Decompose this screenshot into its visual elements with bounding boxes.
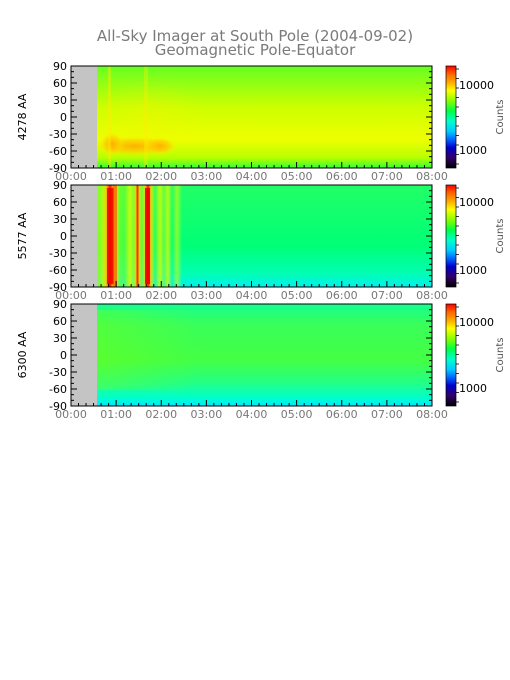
panel-6300-ylabel: 6300 AA <box>16 331 29 378</box>
panel-5577-right-ticks <box>426 184 432 288</box>
panel-6300-y-axis: 90 60 30 0 -30 -60 -90 <box>49 298 77 413</box>
colorbar-3-gradient <box>445 303 457 407</box>
y-tick-label: 0 <box>60 230 67 243</box>
x-tick-label: 02:00 <box>145 289 177 302</box>
colorbar-1-label: Counts <box>495 100 506 135</box>
panel-4278-x-axis: 00:00 01:00 02:00 03:00 04:00 05:00 06:00 07:00… <box>55 162 448 183</box>
x-tick-label: 04:00 <box>236 170 268 183</box>
panel-6300-right-ticks <box>426 303 432 407</box>
y-tick-label: 90 <box>53 60 67 73</box>
panel-4278-y-axis: 90 60 30 0 -30 -60 -90 <box>49 60 77 175</box>
y-tick-label: 30 <box>53 94 67 107</box>
panel-5577: 90 60 30 0 -30 -60 -90 00:00 01:00 02:00 03:00 04:… <box>16 179 448 302</box>
x-tick-label: 08:00 <box>416 408 448 421</box>
y-tick-label: 0 <box>60 349 67 362</box>
x-tick-label: 06:00 <box>326 408 358 421</box>
panel-5577-ylabel: 5577 AA <box>16 212 29 259</box>
colorbar-3-label: Counts <box>495 338 506 373</box>
x-tick-label: 05:00 <box>281 408 313 421</box>
colorbar-2-label: Counts <box>495 219 506 254</box>
x-tick-label: 02:00 <box>145 170 177 183</box>
y-tick-label: 90 <box>53 179 67 192</box>
panel-5577-x-axis: 00:00 01:00 02:00 03:00 04:00 05:00 06:00 07:00… <box>55 281 448 302</box>
panel-4278: 90 60 30 0 -30 -60 -90 00:00 01:00 02:00 03:00 04:… <box>16 60 448 183</box>
x-tick-label: 00:00 <box>55 170 87 183</box>
colorbar-3: 10000 1000 Counts <box>445 303 506 407</box>
y-tick-label: -90 <box>49 162 67 175</box>
colorbar-3-tick-10000: 10000 <box>459 316 494 329</box>
x-tick-label: 06:00 <box>326 289 358 302</box>
x-tick-label: 04:00 <box>236 408 268 421</box>
y-tick-label: -90 <box>49 400 67 413</box>
chart-subtitle: Geomagnetic Pole-Equator <box>155 41 356 59</box>
colorbar-2-tick-1000: 1000 <box>459 264 487 277</box>
y-tick-label: 60 <box>53 315 67 328</box>
colorbar-2: 10000 1000 Counts <box>445 184 506 288</box>
colorbar-3-tick-1000: 1000 <box>459 382 487 395</box>
x-tick-label: 04:00 <box>236 289 268 302</box>
colorbar-1-tick-1000: 1000 <box>459 144 487 157</box>
colorbar-1: 10000 1000 Counts <box>445 65 506 169</box>
y-tick-label: 90 <box>53 298 67 311</box>
y-tick-label: -30 <box>49 366 67 379</box>
x-tick-label: 07:00 <box>371 170 403 183</box>
x-tick-label: 01:00 <box>100 289 132 302</box>
x-tick-label: 05:00 <box>281 289 313 302</box>
x-tick-label: 03:00 <box>191 408 223 421</box>
y-tick-label: -90 <box>49 281 67 294</box>
y-tick-label: 60 <box>53 77 67 90</box>
colorbar-2-gradient <box>445 184 457 288</box>
y-tick-label: -60 <box>49 383 67 396</box>
x-tick-label: 02:00 <box>145 408 177 421</box>
y-tick-label: -60 <box>49 264 67 277</box>
colorbar-1-gradient <box>445 65 457 169</box>
y-tick-label: 30 <box>53 332 67 345</box>
y-tick-label: -60 <box>49 145 67 158</box>
y-tick-label: 60 <box>53 196 67 209</box>
y-tick-label: -30 <box>49 247 67 260</box>
panel-4278-ylabel: 4278 AA <box>16 93 29 140</box>
x-tick-label: 08:00 <box>416 170 448 183</box>
x-tick-label: 08:00 <box>416 289 448 302</box>
colorbar-1-tick-10000: 10000 <box>459 79 494 92</box>
panel-6300: 90 60 30 0 -30 -60 -90 00:00 01:00 02:00 03:00 04:… <box>16 298 448 421</box>
x-tick-label: 05:00 <box>281 170 313 183</box>
x-tick-label: 01:00 <box>100 408 132 421</box>
y-tick-label: -30 <box>49 128 67 141</box>
x-tick-label: 07:00 <box>371 408 403 421</box>
x-tick-label: 00:00 <box>55 289 87 302</box>
panel-6300-x-axis: 00:00 01:00 02:00 03:00 04:00 05:00 06:00 07:00… <box>55 400 448 421</box>
x-tick-label: 01:00 <box>100 170 132 183</box>
x-tick-label: 06:00 <box>326 170 358 183</box>
x-tick-label: 03:00 <box>191 170 223 183</box>
x-tick-label: 07:00 <box>371 289 403 302</box>
panel-4278-aurora-band <box>93 66 205 168</box>
y-tick-label: 0 <box>60 111 67 124</box>
panel-5577-y-axis: 90 60 30 0 -30 -60 -90 <box>49 179 77 294</box>
y-tick-label: 30 <box>53 213 67 226</box>
x-tick-label: 00:00 <box>55 408 87 421</box>
x-tick-label: 03:00 <box>191 289 223 302</box>
panel-5577-aurora-stripes <box>100 185 182 287</box>
colorbar-2-tick-10000: 10000 <box>459 196 494 209</box>
chart-title: All-Sky Imager at South Pole (2004-09-02… <box>97 27 413 45</box>
